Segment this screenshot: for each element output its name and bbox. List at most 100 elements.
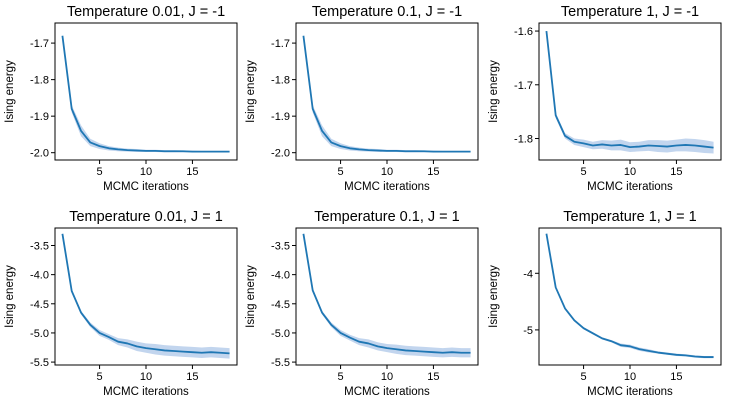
data-point [358,340,360,342]
data-point [638,348,640,350]
y-tick-label: -5.5 [271,357,290,369]
data-point [432,150,434,152]
series-line-mean [61,35,230,153]
data-point [98,145,100,147]
series-line-mean [545,233,714,358]
data-point [460,352,462,354]
subplot-3: 5 10 15 -1.8 -1.7 -1.6 Temperature 1, J = -1 MC… [488,4,722,193]
data-point [442,150,444,152]
data-point [98,332,100,334]
data-point [564,307,566,309]
y-tick-label: -5 [523,325,533,337]
y-tick-label: -5.0 [271,328,290,340]
data-point [377,345,379,347]
data-point [117,340,119,342]
data-point [108,147,110,149]
data-point [386,347,388,349]
subplot-4: 5 10 15 -5.5 -5.0 -4.5 -4.0 -3.5 Temperature 0.0… [4,209,238,398]
data-point [601,337,603,339]
data-point [592,332,594,334]
x-tick-label: 15 [670,371,682,383]
data-point [228,352,230,354]
data-point [219,150,221,152]
y-tick-label: -4.0 [30,270,49,282]
data-point [423,150,425,152]
data-point [71,290,73,292]
data-point [182,350,184,352]
x-tick-label: 5 [338,166,344,178]
data-point [582,142,584,144]
data-point [414,150,416,152]
data-point [330,141,332,143]
x-tick-label: 5 [581,166,587,178]
data-point [201,352,203,354]
axes-frame [295,22,479,161]
y-tick-label: -1.6 [514,26,533,38]
data-point [126,342,128,344]
data-point [386,150,388,152]
subplot-5: 5 10 15 -5.5 -5.0 -4.5 -4.0 -3.5 Temperature 0.1… [245,209,479,398]
data-point [312,108,314,110]
data-point [154,150,156,152]
x-tick-label: 5 [97,371,103,383]
data-point [173,150,175,152]
x-tick-label: 15 [186,166,198,178]
subplot-title: Temperature 0.1, J = -1 [312,4,462,20]
data-point [404,349,406,351]
data-point [191,351,193,353]
subplot-2: 5 10 15 -2.0 -1.9 -1.8 -1.7 Temperature 0.1, J … [245,4,479,193]
data-point [339,145,341,147]
data-point [191,150,193,152]
data-point [545,232,547,234]
data-point [564,135,566,137]
data-point [629,146,631,148]
data-point [469,150,471,152]
data-point [638,145,640,147]
x-tick-label: 5 [338,371,344,383]
x-axis-label: MCMC iterations [103,181,189,193]
data-point [620,344,622,346]
data-point [61,233,63,235]
data-point [451,150,453,152]
data-point [219,352,221,354]
data-point [358,148,360,150]
subplot-title: Temperature 1, J = -1 [561,4,699,20]
confidence-band [546,31,714,154]
data-point [377,149,379,151]
y-tick-label: -1.8 [514,134,533,146]
y-tick-label: -4 [523,268,533,280]
y-tick-label: -3.5 [271,240,290,252]
data-point [432,351,434,353]
data-point [163,349,165,351]
y-axis-label: Ising energy [488,60,500,123]
data-point [555,114,557,116]
subplot-1: 5 10 15 -2.0 -1.9 -1.8 -1.7 Temperature 0.01, J… [4,4,238,193]
y-tick-label: -1.7 [271,38,290,50]
x-tick-label: 10 [624,371,636,383]
data-point [657,145,659,147]
data-point [460,150,462,152]
data-point [703,356,705,358]
data-point [414,350,416,352]
data-point [712,146,714,148]
data-point [89,324,91,326]
data-point [302,35,304,37]
x-axis-label: MCMC iterations [587,181,673,193]
x-tick-label: 10 [140,166,152,178]
data-point [367,342,369,344]
y-tick-label: -4.5 [30,299,49,311]
confidence-band [62,35,230,153]
y-tick-label: -5.5 [30,357,49,369]
data-point [80,130,82,132]
data-point [136,345,138,347]
data-point [61,35,63,37]
x-tick-label: 5 [97,166,103,178]
data-point [302,233,304,235]
confidence-band [303,35,471,153]
data-point [89,141,91,143]
data-point [694,355,696,357]
data-point [657,351,659,353]
y-axis-label: Ising energy [4,60,16,123]
series-line-mean [545,30,714,149]
